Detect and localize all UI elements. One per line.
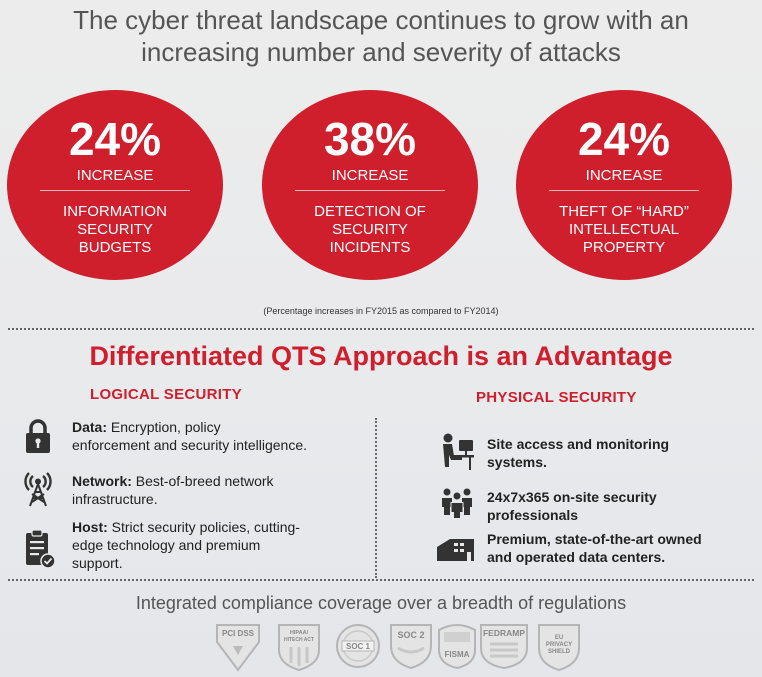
stat-desc-line: DETECTION OF [314,203,426,220]
stat-circle-incidents: 38% INCREASE DETECTION OF SECURITY INCID… [262,90,478,280]
item-text: Encryption, policy [107,419,221,435]
badge-label: FISMA [445,650,470,659]
footnote: (Percentage increases in FY2015 as compa… [263,306,499,316]
logical-item-host: Host: Strict security policies, cutting-… [72,518,362,572]
stat-desc-line: INFORMATION [63,203,167,220]
item-text: enforcement and security intelligence. [72,437,308,453]
stat-percent: 24% [577,113,671,165]
stat-label: INCREASE [585,167,663,184]
headline-line-1: The cyber threat landscape continues to … [73,5,689,35]
stat-desc-line: PROPERTY [582,239,666,256]
hipaa-badge: HIPAA/ HITECH ACT [278,624,320,672]
compliance-title: Integrated compliance coverage over a br… [135,593,627,613]
badge-label: SOC 2 [397,630,424,640]
soc2-badge: SOC 2 [390,624,432,670]
item-text: support. [72,555,123,571]
badge-label: EU [555,635,563,641]
stat-percent: 38% [323,113,417,165]
stat-description: THEFT OF “HARD” INTELLECTUAL PROPERTY [536,203,712,257]
item-text: systems. [487,454,547,470]
item-text: 24x7x365 on-site security [487,489,657,505]
stat-divider [40,190,190,191]
section-title: Differentiated QTS Approach is an Advant… [89,341,673,371]
badge-label: SOC 1 [346,642,371,651]
data-center-icon [437,539,474,561]
item-text: professionals [487,507,579,523]
soc1-badge: SOC 1 [336,624,380,668]
divider-bottom [8,579,754,581]
stat-description: DETECTION OF SECURITY INCIDENTS [282,203,458,257]
stat-circle-property: 24% INCREASE THEFT OF “HARD” INTELLECTUA… [516,90,732,280]
headline-line-2: increasing number and severity of attack… [141,37,621,67]
physical-item-site-access: Site access and monitoring systems. [487,435,747,471]
fedramp-badge: FEDRAMP [480,624,528,670]
stat-percent: 24% [68,113,162,165]
stat-desc-line: SECURITY [332,221,408,238]
stat-desc-line: THEFT OF “HARD” [559,203,689,220]
item-text: and operated data centers. [487,549,666,565]
fisma-badge: FISMA [438,624,476,670]
pci-dss-badge: PCI DSS [216,624,260,672]
item-title: Host: [72,519,108,535]
stat-desc-line: INCIDENTS [329,239,411,256]
badge-label: SHIELD [548,649,571,655]
physical-security-heading: PHYSICAL SECURITY [476,389,637,406]
logical-security-heading: LOGICAL SECURITY [90,386,243,403]
item-text: Strict security policies, cutting- [107,519,300,535]
stat-desc-line: INTELLECTUAL [568,221,680,238]
stat-circle-budgets: 24% INCREASE INFORMATION SECURITY BUDGET… [7,90,223,280]
people-group-icon [442,488,472,519]
physical-item-onsite-staff: 24x7x365 on-site security professionals [487,488,747,524]
item-title: Data: [72,419,108,435]
badge-label: HITECH ACT [284,637,314,643]
stat-divider [295,190,445,191]
item-text: Best-of-breed network [131,473,274,489]
lock-icon [26,419,50,453]
item-title: Network: [72,473,132,489]
badge-label: PCI DSS [222,629,255,638]
logical-item-network: Network: Best-of-breed network infrastru… [72,472,362,508]
workstation-icon [443,433,474,470]
item-text: Premium, state-of-the-art owned [487,531,702,547]
divider-top [8,328,754,330]
stat-description: INFORMATION SECURITY BUDGETS [27,203,203,257]
item-text: infrastructure. [72,491,158,507]
logical-item-data: Data: Encryption, policy enforcement and… [72,418,362,454]
clipboard-check-icon [26,529,56,569]
eu-privacy-shield-badge: EU PRIVACY SHIELD [538,624,580,672]
network-tower-icon [24,472,52,507]
stat-label: INCREASE [76,167,154,184]
headline: The cyber threat landscape continues to … [0,4,762,68]
physical-item-data-centers: Premium, state-of-the-art owned and oper… [487,530,752,566]
item-text: edge technology and premium [72,537,261,553]
item-text: Site access and monitoring [487,436,670,452]
stat-divider [549,190,699,191]
badge-label: PRIVACY [546,642,572,648]
badge-label: HIPAA/ [290,630,309,636]
stat-label: INCREASE [331,167,409,184]
column-divider [375,418,377,578]
stat-desc-line: SECURITY [77,221,153,238]
stat-desc-line: BUDGETS [78,239,152,256]
badge-label: FEDRAMP [483,628,525,638]
